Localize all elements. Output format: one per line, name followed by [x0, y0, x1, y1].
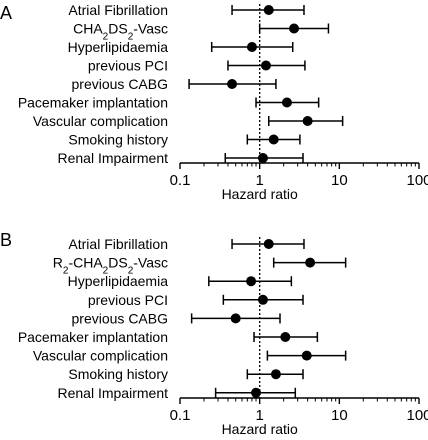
panel-a-row-label: CHA2DS2-Vasc	[73, 21, 168, 43]
panel-a-hazard-ratio-point	[281, 97, 292, 108]
panel-a-hazard-ratio-point	[302, 116, 313, 126]
panel-b-row-label: Pacemaker implantation	[18, 329, 168, 345]
panel-a-row-label: Atrial Fibrillation	[68, 2, 168, 18]
panel-b-row-label: Renal Impairment	[58, 385, 169, 401]
panel-b-hazard-ratio-point	[263, 239, 274, 249]
panel-a-hazard-ratio-point	[257, 153, 268, 163]
panel-a-tick-label: 0.1	[170, 172, 191, 189]
panel-b-hazard-ratio-point	[257, 294, 268, 305]
panel-a-row-label: Pacemaker implantation	[18, 95, 168, 111]
panel-b-tick-label: 100	[406, 407, 428, 424]
panel-a-hazard-ratio-point	[268, 134, 279, 145]
panel-a-hazard-ratio-point	[246, 42, 257, 52]
panel-b-tick-label: 0.1	[170, 407, 191, 424]
panel-a-row-label: previous CABG	[72, 76, 168, 92]
panel-a-row-label: Smoking history	[68, 132, 168, 148]
panel-a-hazard-ratio-point	[260, 60, 271, 71]
panel-a-tick-label: 1	[255, 172, 263, 189]
panel-a: A Hazard ratio 0.1 1 10 100 Atrial Fibrilla…	[0, 2, 428, 202]
panel-b-row-label: Smoking history	[68, 366, 168, 382]
panel-a-hazard-ratio-point	[289, 23, 300, 34]
panel-b: B Hazard ratio 0.1 1 10 100 Atrial Fibrilla…	[0, 230, 428, 437]
panel-b-hazard-ratio-point	[305, 257, 316, 268]
panel-b-hazard-ratio-point	[246, 276, 257, 287]
panel-a-tick-label: 100	[406, 172, 428, 189]
panel-a-row-label: Vascular complication	[33, 113, 168, 129]
panel-b-rows: Atrial Fibrillation R2-CHA2DS2-VascHyperl…	[18, 236, 347, 401]
panel-a-rows: Atrial Fibrillation CHA2DS2-VascHyperlipi…	[18, 2, 344, 166]
panel-a-letter: A	[0, 3, 12, 23]
panel-a-x-axis-title: Hazard ratio	[222, 186, 298, 202]
panel-b-row-label: Vascular complication	[33, 348, 168, 364]
panel-b-row-label: R2-CHA2DS2-Vasc	[53, 255, 168, 277]
panel-b-x-ticks: 0.1 1 10 100	[170, 398, 428, 424]
panel-b-row-label: previous CABG	[72, 310, 168, 326]
panel-a-hazard-ratio-point	[227, 79, 238, 89]
panel-a-row-label: previous PCI	[88, 58, 168, 74]
panel-b-hazard-ratio-point	[270, 369, 281, 380]
panel-a-row-label: Hyperlipidaemia	[68, 39, 169, 55]
panel-b-tick-label: 10	[331, 407, 348, 424]
panel-a-tick-label: 10	[331, 172, 348, 189]
panel-b-row-label: Hyperlipidaemia	[68, 273, 169, 289]
panel-b-row-label: previous PCI	[88, 292, 168, 308]
panel-a-hazard-ratio-point	[263, 5, 274, 15]
panel-b-hazard-ratio-point	[301, 350, 312, 361]
panel-b-x-axis-title: Hazard ratio	[222, 421, 298, 437]
panel-b-hazard-ratio-point	[230, 313, 241, 324]
panel-b-letter: B	[0, 230, 12, 250]
panel-b-hazard-ratio-point	[251, 387, 262, 398]
panel-b-hazard-ratio-point	[280, 332, 291, 342]
panel-b-row-label: Atrial Fibrillation	[68, 236, 168, 252]
panel-b-tick-label: 1	[255, 407, 263, 424]
panel-a-x-ticks: 0.1 1 10 100	[170, 163, 428, 189]
panel-a-row-label: Renal Impairment	[58, 150, 169, 166]
